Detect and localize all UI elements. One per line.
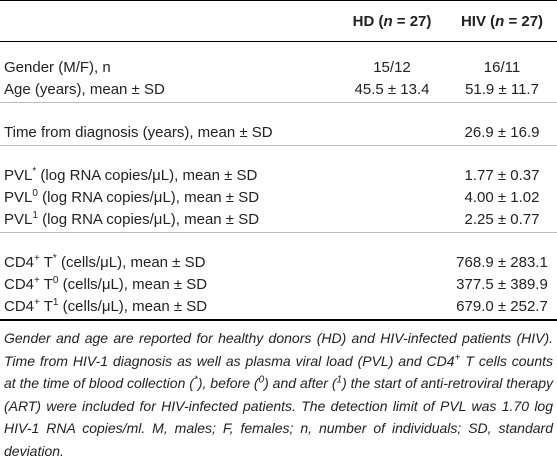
- text-segment: (log RNA copies/μL), mean ± SD: [37, 188, 260, 206]
- value-cell: 679.0 ± 252.7: [456, 297, 548, 315]
- row-label: PVL* (log RNA copies/μL), mean ± SD: [0, 146, 337, 187]
- row-group: CD4+ T* (cells/μL), mean ± SD 768.9 ± 283…: [0, 233, 557, 320]
- column-header: HIV (n = 27): [447, 0, 557, 42]
- header-cell: [0, 0, 337, 42]
- text-segment: CD4: [4, 275, 35, 293]
- row-label: CD4+ T1 (cells/μL), mean ± SD: [0, 295, 337, 320]
- row-label: CD4+ T* (cells/μL), mean ± SD: [0, 233, 337, 274]
- table-row: PVL1 (log RNA copies/μL), mean ± SD 2.25 …: [0, 208, 557, 233]
- text-segment: *: [193, 374, 198, 386]
- value-cell: [337, 273, 447, 295]
- table-row: Time from diagnosis (years), mean ± SD 26…: [0, 103, 557, 146]
- table-header: HD (n = 27) HIV (n = 27): [0, 0, 557, 42]
- text-segment: +: [34, 296, 40, 308]
- text-segment: n: [495, 12, 505, 30]
- text-segment: +: [454, 351, 461, 363]
- value-cell: 4.00 ± 1.02: [464, 188, 540, 206]
- table-row: Gender (M/F), n 15/12 16/11: [0, 42, 557, 79]
- value-cell: 1.77 ± 0.37: [464, 166, 540, 184]
- row-label: Age (years), mean ± SD: [0, 78, 337, 103]
- text-segment: 1: [336, 374, 343, 386]
- text-segment: HIV (: [460, 12, 496, 30]
- text-segment: PVL: [4, 166, 33, 184]
- value-cell: 51.9 ± 11.7: [465, 80, 539, 98]
- text-segment: (cells/μL), mean ± SD: [58, 275, 208, 293]
- table-row: PVL0 (log RNA copies/μL), mean ± SD 4.00 …: [0, 186, 557, 208]
- text-segment: *: [52, 252, 57, 264]
- value-cell: [337, 208, 447, 233]
- text-segment: 1: [52, 296, 59, 308]
- text-segment: Gender and age are reported for healthy …: [4, 330, 553, 369]
- text-segment: PVL: [4, 210, 33, 228]
- table-row: Age (years), mean ± SD 45.5 ± 13.4 51.9 ± …: [0, 78, 557, 103]
- table-row: CD4+ T0 (cells/μL), mean ± SD 377.5 ± 389…: [0, 273, 557, 295]
- text-segment: +: [34, 252, 40, 264]
- footnote: Gender and age are reported for healthy …: [0, 321, 557, 462]
- value-cell: [337, 295, 447, 320]
- table-row: CD4+ T1 (cells/μL), mean ± SD 679.0 ± 252…: [0, 295, 557, 320]
- value-cell: 16/11: [483, 58, 521, 76]
- text-segment: CD4: [4, 297, 35, 315]
- text-segment: Time from diagnosis (years), mean ± SD: [4, 123, 273, 141]
- row-group: PVL* (log RNA copies/μL), mean ± SD 1.77 …: [0, 146, 557, 233]
- value-cell: [337, 103, 447, 146]
- text-segment: T cells counts at the time of blood coll…: [4, 352, 553, 392]
- value-cell: 15/12: [373, 58, 411, 76]
- value-cell: 26.9 ± 16.9: [464, 123, 540, 141]
- value-cell: 377.5 ± 389.9: [456, 275, 548, 293]
- row-group: Gender (M/F), n 15/12 16/11 Age (years), me…: [0, 42, 557, 103]
- value-cell: 45.5 ± 13.4: [354, 80, 430, 98]
- table-row: PVL* (log RNA copies/μL), mean ± SD 1.77 …: [0, 146, 557, 187]
- text-segment: Gender (M/F), n: [4, 58, 111, 76]
- row-label: PVL1 (log RNA copies/μL), mean ± SD: [0, 208, 337, 233]
- table-row: CD4+ T* (cells/μL), mean ± SD 768.9 ± 283…: [0, 233, 557, 274]
- text-segment: = 27): [504, 12, 544, 30]
- value-cell: 768.9 ± 283.1: [456, 253, 548, 271]
- text-segment: *: [32, 165, 37, 177]
- text-segment: (log RNA copies/μL), mean ± SD: [37, 210, 260, 228]
- text-segment: ), before (: [197, 375, 259, 391]
- text-segment: 0: [52, 274, 59, 286]
- header-row: HD (n = 27) HIV (n = 27): [0, 0, 557, 42]
- text-segment: T: [39, 297, 53, 315]
- text-segment: n: [383, 12, 393, 30]
- text-segment: Age (years), mean ± SD: [4, 80, 165, 98]
- value-cell: 2.25 ± 0.77: [464, 210, 540, 228]
- text-segment: 0: [258, 374, 265, 386]
- row-label: CD4+ T0 (cells/μL), mean ± SD: [0, 273, 337, 295]
- row-label: PVL0 (log RNA copies/μL), mean ± SD: [0, 186, 337, 208]
- text-segment: (log RNA copies/μL), mean ± SD: [36, 166, 258, 184]
- text-segment: 1: [32, 209, 38, 221]
- value-cell: [337, 233, 447, 274]
- text-segment: PVL: [4, 188, 33, 206]
- text-segment: 0: [32, 187, 38, 199]
- value-cell: [337, 146, 447, 187]
- text-segment: = 27): [392, 12, 432, 30]
- row-label: Time from diagnosis (years), mean ± SD: [0, 103, 337, 146]
- text-segment: ) and after (: [264, 375, 337, 391]
- text-segment: (cells/μL), mean ± SD: [56, 253, 206, 271]
- column-header: HD (n = 27): [337, 0, 447, 42]
- row-label: Gender (M/F), n: [0, 42, 337, 79]
- value-cell: [337, 186, 447, 208]
- text-segment: +: [34, 274, 40, 286]
- text-segment: T: [39, 275, 53, 293]
- text-segment: HD (: [352, 12, 384, 30]
- text-segment: CD4: [4, 253, 35, 271]
- row-group: Time from diagnosis (years), mean ± SD 26…: [0, 103, 557, 146]
- text-segment: T: [39, 253, 53, 271]
- text-segment: (cells/μL), mean ± SD: [58, 297, 208, 315]
